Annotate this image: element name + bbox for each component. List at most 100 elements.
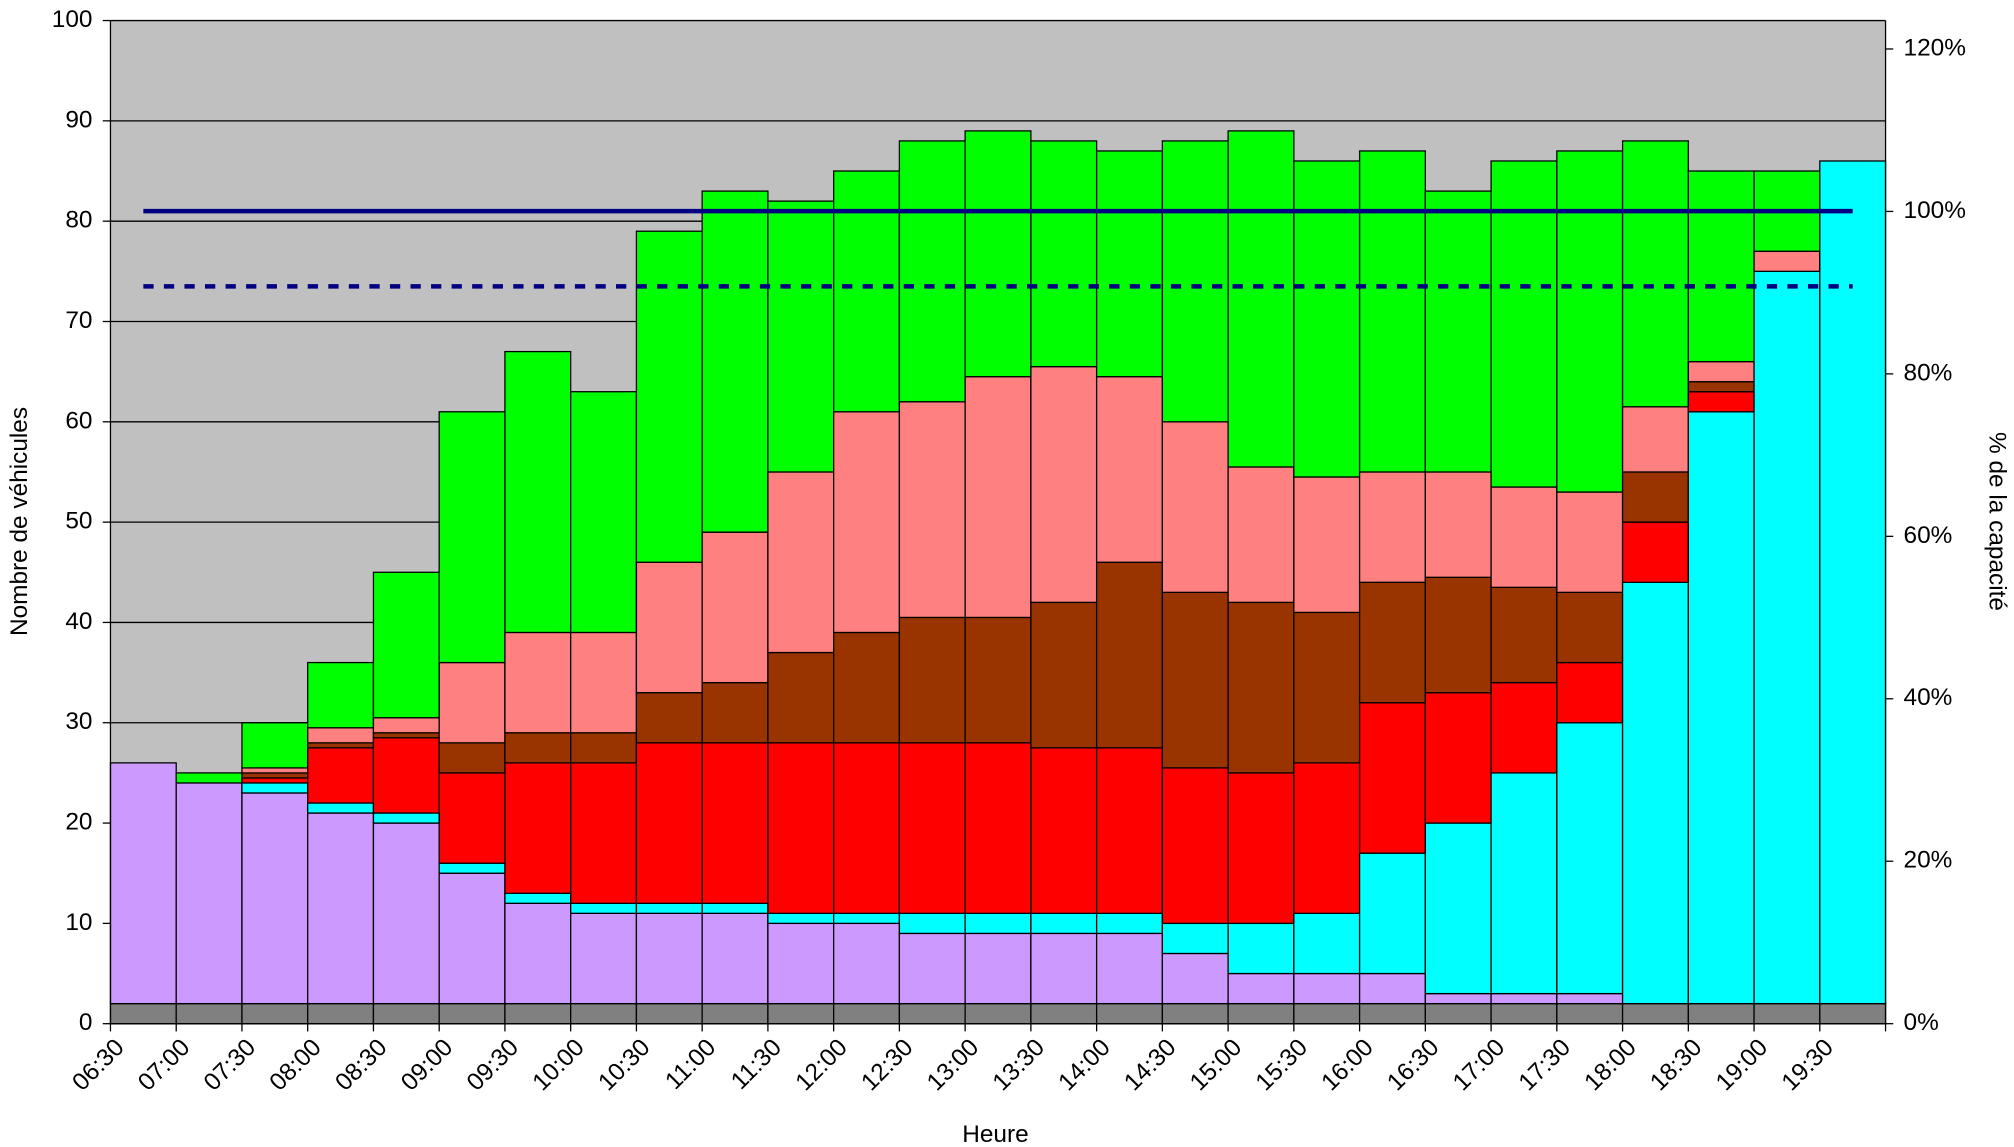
bar-segment	[1753, 270, 1821, 1005]
bar-segment	[898, 742, 966, 914]
bar-segment	[767, 200, 835, 473]
bar-segment	[701, 912, 769, 1005]
bar-segment	[635, 742, 703, 904]
bar-segment	[307, 727, 375, 744]
x-tick-label: 10:30	[593, 1034, 655, 1096]
bar-segment	[1556, 661, 1624, 724]
bar-segment	[1095, 932, 1164, 1005]
bar-segment	[1424, 692, 1492, 824]
bar-segment	[570, 912, 638, 1005]
bar-segment	[1095, 912, 1164, 935]
bar-segment	[1227, 130, 1295, 468]
y2-tick-label: 40%	[1904, 684, 1953, 711]
y-tick-label: 20	[65, 809, 92, 836]
bar-segment	[1490, 1002, 1558, 1025]
bar-segment	[241, 1002, 309, 1025]
bar-segment	[1358, 702, 1426, 854]
bar-segment	[109, 762, 177, 1005]
bar-segment	[307, 742, 375, 749]
y2-tick-label: 80%	[1904, 359, 1953, 386]
bar-segment	[1358, 150, 1426, 473]
bar-segment	[1621, 140, 1689, 408]
bar-segment	[1227, 772, 1295, 925]
bar-segment	[635, 692, 703, 744]
x-tick-label: 16:00	[1316, 1034, 1378, 1096]
bar-segment	[833, 411, 901, 634]
bar-segment	[307, 812, 375, 1005]
bar-segment	[701, 902, 769, 914]
bar-segment	[241, 722, 309, 769]
bar-segment	[1424, 992, 1492, 1005]
bar-segment	[570, 1002, 638, 1025]
bar-segment	[1095, 561, 1164, 749]
bar-segment	[1687, 411, 1755, 1005]
bar-segment	[701, 190, 769, 533]
bar-segment	[635, 912, 703, 1005]
bar-segment	[504, 350, 572, 634]
bar-segment	[767, 922, 835, 1005]
bar-segment	[1621, 581, 1689, 1005]
x-tick-label: 11:30	[726, 1034, 787, 1095]
bar-segment	[570, 732, 638, 764]
y2-tick-label: 60%	[1904, 522, 1953, 549]
bar-segment	[1819, 160, 1887, 1005]
bar-segment	[570, 391, 638, 634]
bar-segment	[1161, 140, 1229, 423]
bar-segment	[1556, 992, 1624, 1005]
x-tick-label: 16:30	[1382, 1034, 1444, 1096]
bar-segment	[438, 772, 506, 864]
bar-segment	[504, 1002, 572, 1025]
bar-segment	[1556, 150, 1624, 493]
bar-segment	[1424, 576, 1492, 694]
bar-segment	[1293, 1002, 1361, 1025]
bar-segment	[1621, 1002, 1689, 1025]
bar-segment	[767, 651, 835, 744]
bar-segment	[1490, 160, 1558, 488]
y2-axis-title: % de la capacité	[1984, 432, 2011, 611]
bar-segment	[767, 1002, 835, 1025]
bar-segment	[833, 170, 901, 413]
y-tick-label: 40	[65, 608, 92, 635]
bar-segment	[1095, 747, 1164, 914]
x-tick-label: 09:00	[396, 1034, 458, 1096]
x-tick-label: 12:00	[790, 1034, 852, 1096]
bar-segment	[1490, 992, 1558, 1005]
bar-segment	[833, 631, 901, 744]
bar-segment	[1358, 471, 1426, 583]
bar-segment	[1030, 912, 1098, 935]
bar-segment	[1753, 1002, 1821, 1025]
x-tick-label: 06:30	[67, 1034, 129, 1096]
bar-segment	[1687, 1002, 1755, 1025]
bar-segment	[438, 1002, 506, 1025]
x-tick-label: 12:30	[856, 1034, 918, 1096]
bar-segment	[1293, 912, 1361, 975]
bar-segment	[1687, 360, 1755, 383]
x-tick-label: 14:30	[1119, 1034, 1181, 1096]
bar-segment	[438, 872, 506, 1005]
bar-segment	[438, 742, 506, 774]
x-tick-label: 14:00	[1053, 1034, 1115, 1096]
bar-segment	[372, 571, 440, 719]
x-tick-label: 17:30	[1514, 1034, 1576, 1096]
bar-segment	[898, 140, 966, 403]
bar-segment	[1358, 1002, 1426, 1025]
bar-segment	[635, 561, 703, 694]
bar-segment	[1358, 581, 1426, 704]
x-tick-label: 10:00	[527, 1034, 589, 1096]
bar-segment	[1030, 365, 1098, 604]
x-tick-label: 18:00	[1579, 1034, 1641, 1096]
y-axis-title: Nombre de véhicules	[6, 407, 33, 636]
y-tick-label: 70	[65, 307, 92, 334]
bar-segment	[1753, 250, 1821, 272]
bar-segment	[1687, 381, 1755, 393]
bar-segment	[1819, 1002, 1887, 1025]
bar-segment	[504, 732, 572, 764]
bar-segment	[1687, 391, 1755, 413]
bar-segment	[307, 802, 375, 814]
x-tick-label: 19:00	[1711, 1034, 1773, 1096]
bar-segment	[1687, 170, 1755, 363]
bar-segment	[241, 772, 309, 779]
bar-segment	[109, 1002, 177, 1025]
bar-segment	[1293, 972, 1361, 1005]
